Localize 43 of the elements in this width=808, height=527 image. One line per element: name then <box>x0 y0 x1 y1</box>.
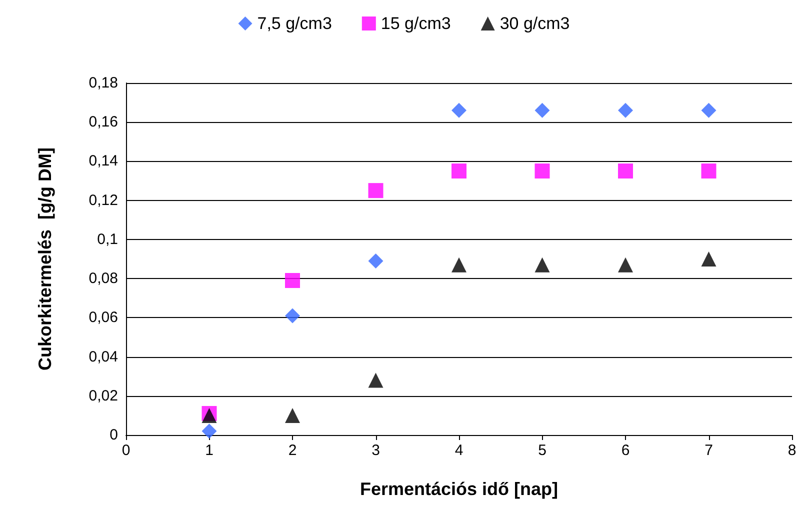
point <box>701 164 716 178</box>
point <box>534 257 550 272</box>
point <box>618 102 633 118</box>
point <box>285 273 300 288</box>
legend-label: 7,5 g/cm3 <box>257 14 332 33</box>
y-tick-label: 0,12 <box>88 192 118 209</box>
point <box>618 257 633 272</box>
y-tick-label: 0,08 <box>88 270 118 288</box>
y-tick-label: 0,18 <box>88 74 118 92</box>
y-tick-label: 0,06 <box>88 309 118 326</box>
y-tick-label: 0,02 <box>88 387 118 404</box>
point <box>368 183 384 198</box>
point <box>368 372 384 388</box>
x-tick-label: 8 <box>788 442 796 459</box>
x-tick-label: 3 <box>372 442 380 459</box>
y-axis-title: Cukorkitermelés [g/g DM] <box>35 147 55 371</box>
y-tick-label: 0,1 <box>97 230 118 248</box>
point <box>452 102 466 118</box>
point <box>452 257 466 272</box>
x-tick-label: 2 <box>288 442 297 459</box>
point <box>452 164 466 178</box>
point <box>701 102 716 118</box>
x-tick-label: 6 <box>621 442 630 459</box>
x-tick-label: 1 <box>205 442 214 459</box>
y-tick-label: 0,16 <box>88 114 118 131</box>
y-tick-label: 0,14 <box>88 152 118 170</box>
x-tick-label: 7 <box>704 442 713 459</box>
point <box>368 253 384 268</box>
legend-label: 30 g/cm3 <box>500 14 570 33</box>
y-tick-label: 0 <box>110 426 118 444</box>
y-tick-label: 0,04 <box>88 348 118 366</box>
x-tick-label: 4 <box>454 442 464 459</box>
point <box>534 102 550 118</box>
point <box>285 408 300 423</box>
x-axis-title: Fermentációs idő [nap] <box>360 479 558 499</box>
x-tick-label: 5 <box>538 442 546 459</box>
point <box>285 308 300 324</box>
point <box>618 164 633 178</box>
point <box>701 252 716 266</box>
x-tick-label: 0 <box>122 442 130 459</box>
point <box>534 164 550 178</box>
legend-label: 15 g/cm3 <box>380 14 451 33</box>
point <box>202 424 217 439</box>
